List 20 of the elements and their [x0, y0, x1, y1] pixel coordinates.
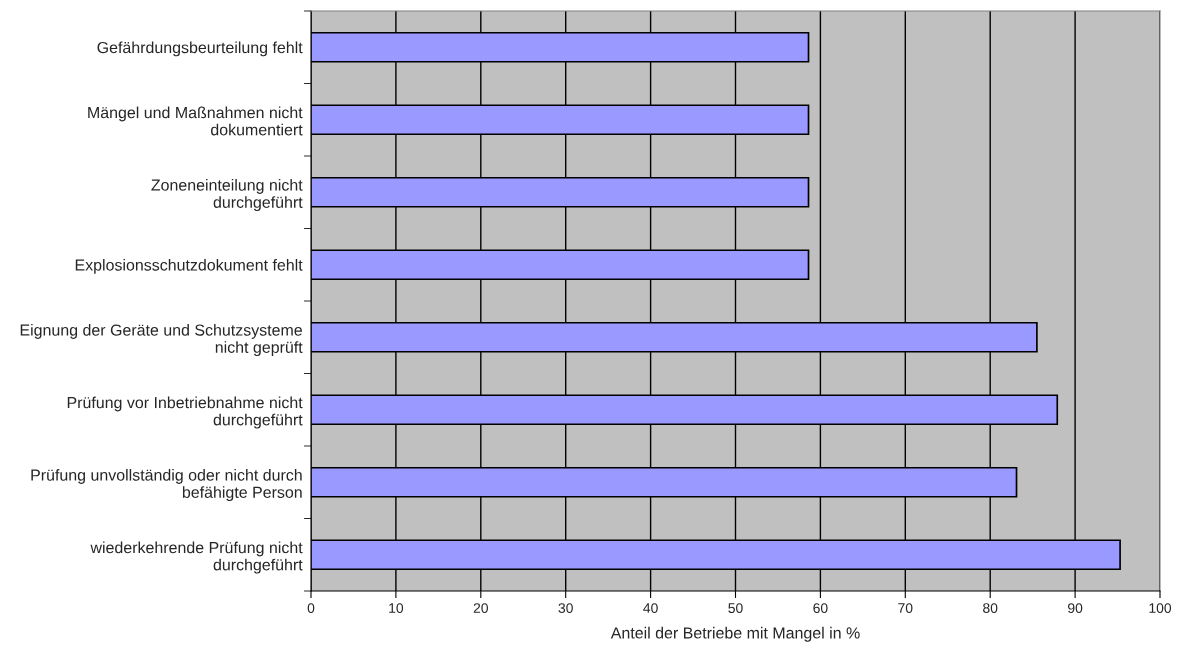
- x-tick-label: 80: [983, 603, 998, 614]
- y-tick-label: Prüfung unvollständig oder nicht durch befähigte Person: [31, 469, 302, 502]
- x-tick-label: 50: [728, 603, 743, 614]
- y-tick-label: Mängel und Maßnahmen nicht dokumentiert: [88, 106, 303, 136]
- x-axis-title: Anteil der Betriebe mit Mangel in %: [610, 626, 860, 642]
- x-tick-label: 0: [307, 603, 315, 614]
- x-tick-label: 40: [643, 603, 658, 614]
- x-tick-label: 100: [1149, 603, 1172, 614]
- x-tick-label: 10: [389, 603, 404, 614]
- y-tick-label: Gefährdungsbeurteilung fehlt: [97, 41, 303, 57]
- x-tick-label: 90: [1068, 603, 1083, 614]
- x-tick-label: 20: [473, 603, 488, 614]
- x-tick-label: 30: [558, 603, 573, 614]
- y-tick-label: Explosionsschutzdokument fehlt: [75, 258, 303, 274]
- x-tick-label: 60: [813, 603, 828, 614]
- y-tick-label: Zoneneinteilung nicht durchgeführt: [151, 179, 303, 212]
- y-tick-label: Eignung der Geräte und Schutzsysteme nicht geprüft: [20, 324, 303, 357]
- y-tick-label: wiederkehrende Prüfung nicht durchgeführt: [90, 541, 303, 574]
- x-tick-label: 70: [898, 603, 913, 614]
- y-tick-label: Prüfung vor Inbetriebnahme nicht durchgeführt: [67, 396, 303, 429]
